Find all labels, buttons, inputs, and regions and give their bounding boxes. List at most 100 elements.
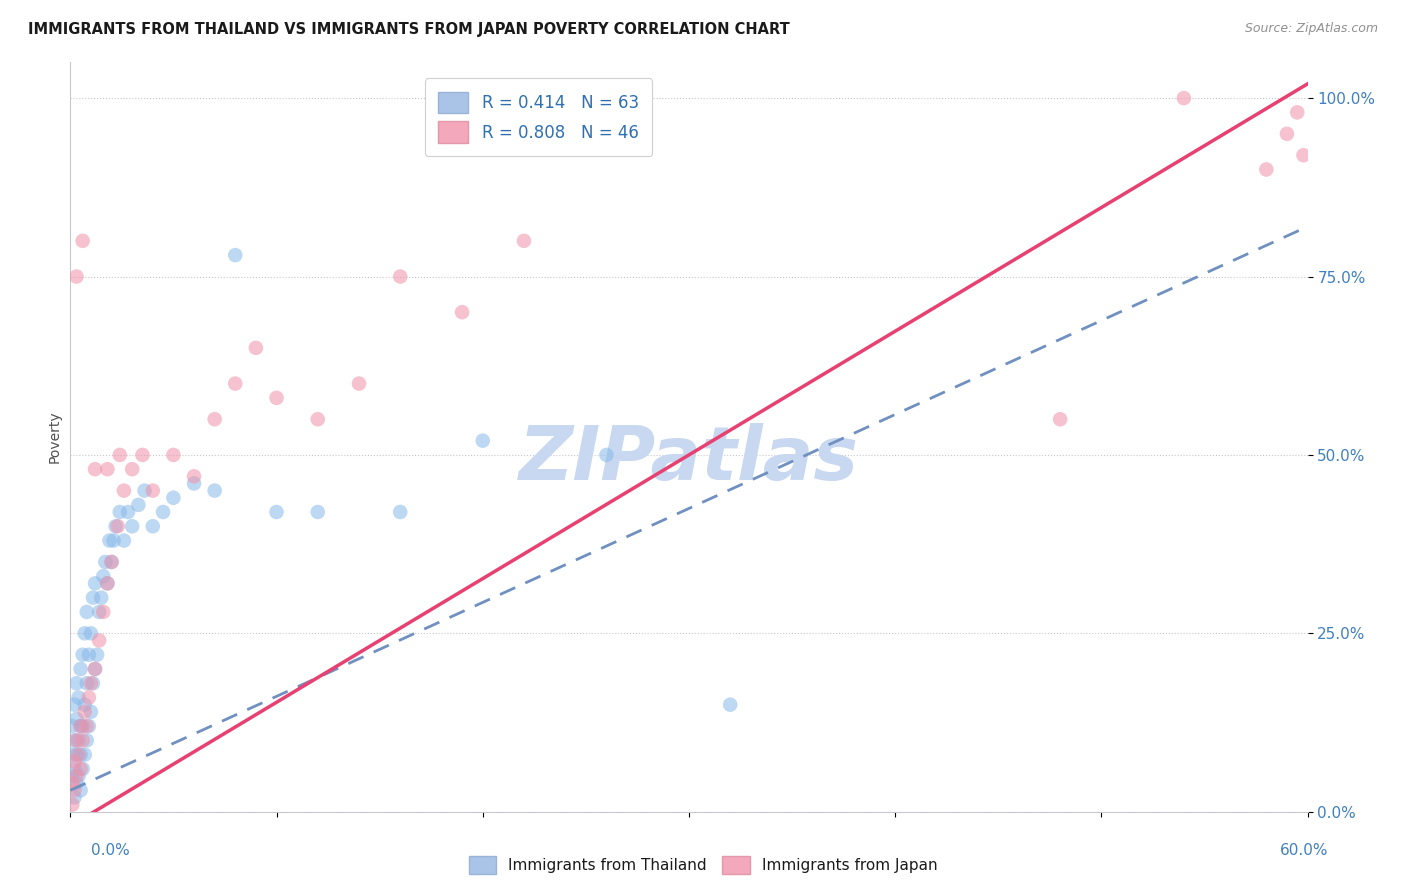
Point	[1049, 412, 1071, 426]
Text: 0.0%: 0.0%	[91, 843, 131, 858]
Point	[90, 591, 112, 605]
Point	[84, 462, 107, 476]
Point	[72, 234, 94, 248]
Point	[224, 376, 246, 391]
Point	[65, 676, 87, 690]
Point	[96, 576, 118, 591]
Point	[65, 712, 87, 726]
Point	[67, 690, 90, 705]
Point	[80, 705, 103, 719]
Point	[134, 483, 156, 498]
Point	[67, 747, 90, 762]
Point	[73, 626, 96, 640]
Point	[91, 605, 114, 619]
Point	[67, 733, 90, 747]
Point	[152, 505, 174, 519]
Point	[307, 412, 329, 426]
Point	[266, 505, 288, 519]
Point	[69, 783, 91, 797]
Point	[73, 698, 96, 712]
Point	[121, 519, 143, 533]
Point	[80, 626, 103, 640]
Point	[103, 533, 125, 548]
Point	[451, 305, 474, 319]
Point	[65, 769, 87, 783]
Point	[204, 483, 226, 498]
Point	[60, 719, 83, 733]
Point	[100, 555, 122, 569]
Point	[142, 483, 165, 498]
Point	[1256, 162, 1278, 177]
Point	[108, 448, 131, 462]
Point	[77, 719, 100, 733]
Point	[107, 519, 129, 533]
Point	[89, 633, 111, 648]
Point	[65, 269, 87, 284]
Point	[162, 491, 184, 505]
Point	[1292, 148, 1315, 162]
Point	[60, 797, 83, 812]
Point	[67, 769, 90, 783]
Point	[63, 762, 86, 776]
Point	[63, 733, 86, 747]
Point	[1275, 127, 1298, 141]
Point	[65, 776, 87, 790]
Point	[63, 698, 86, 712]
Point	[84, 576, 107, 591]
Point	[65, 733, 87, 747]
Point	[121, 462, 143, 476]
Point	[389, 505, 412, 519]
Point	[76, 719, 98, 733]
Point	[117, 505, 139, 519]
Point	[307, 505, 329, 519]
Legend: R = 0.414   N = 63, R = 0.808   N = 46: R = 0.414 N = 63, R = 0.808 N = 46	[425, 78, 652, 156]
Point	[84, 662, 107, 676]
Point	[76, 676, 98, 690]
Point	[142, 519, 165, 533]
Text: IMMIGRANTS FROM THAILAND VS IMMIGRANTS FROM JAPAN POVERTY CORRELATION CHART: IMMIGRANTS FROM THAILAND VS IMMIGRANTS F…	[28, 22, 790, 37]
Point	[204, 412, 226, 426]
Point	[82, 591, 104, 605]
Point	[224, 248, 246, 262]
Point	[69, 662, 91, 676]
Point	[77, 648, 100, 662]
Point	[131, 448, 153, 462]
Point	[76, 605, 98, 619]
Point	[60, 776, 83, 790]
Text: 60.0%: 60.0%	[1281, 843, 1329, 858]
Y-axis label: Poverty: Poverty	[48, 411, 62, 463]
Point	[69, 762, 91, 776]
Point	[245, 341, 267, 355]
Point	[72, 648, 94, 662]
Point	[471, 434, 494, 448]
Point	[127, 498, 149, 512]
Point	[112, 483, 135, 498]
Point	[98, 533, 121, 548]
Point	[86, 648, 108, 662]
Point	[89, 605, 111, 619]
Point	[72, 733, 94, 747]
Point	[80, 676, 103, 690]
Point	[84, 662, 107, 676]
Point	[60, 747, 83, 762]
Point	[72, 719, 94, 733]
Point	[69, 719, 91, 733]
Point	[96, 462, 118, 476]
Point	[82, 676, 104, 690]
Point	[72, 762, 94, 776]
Point	[1286, 105, 1309, 120]
Point	[183, 476, 205, 491]
Point	[65, 747, 87, 762]
Point	[183, 469, 205, 483]
Text: ZIPatlas: ZIPatlas	[519, 423, 859, 496]
Point	[389, 269, 412, 284]
Point	[63, 783, 86, 797]
Point	[94, 555, 117, 569]
Point	[77, 690, 100, 705]
Point	[63, 790, 86, 805]
Point	[60, 769, 83, 783]
Point	[100, 555, 122, 569]
Point	[73, 705, 96, 719]
Point	[112, 533, 135, 548]
Point	[73, 747, 96, 762]
